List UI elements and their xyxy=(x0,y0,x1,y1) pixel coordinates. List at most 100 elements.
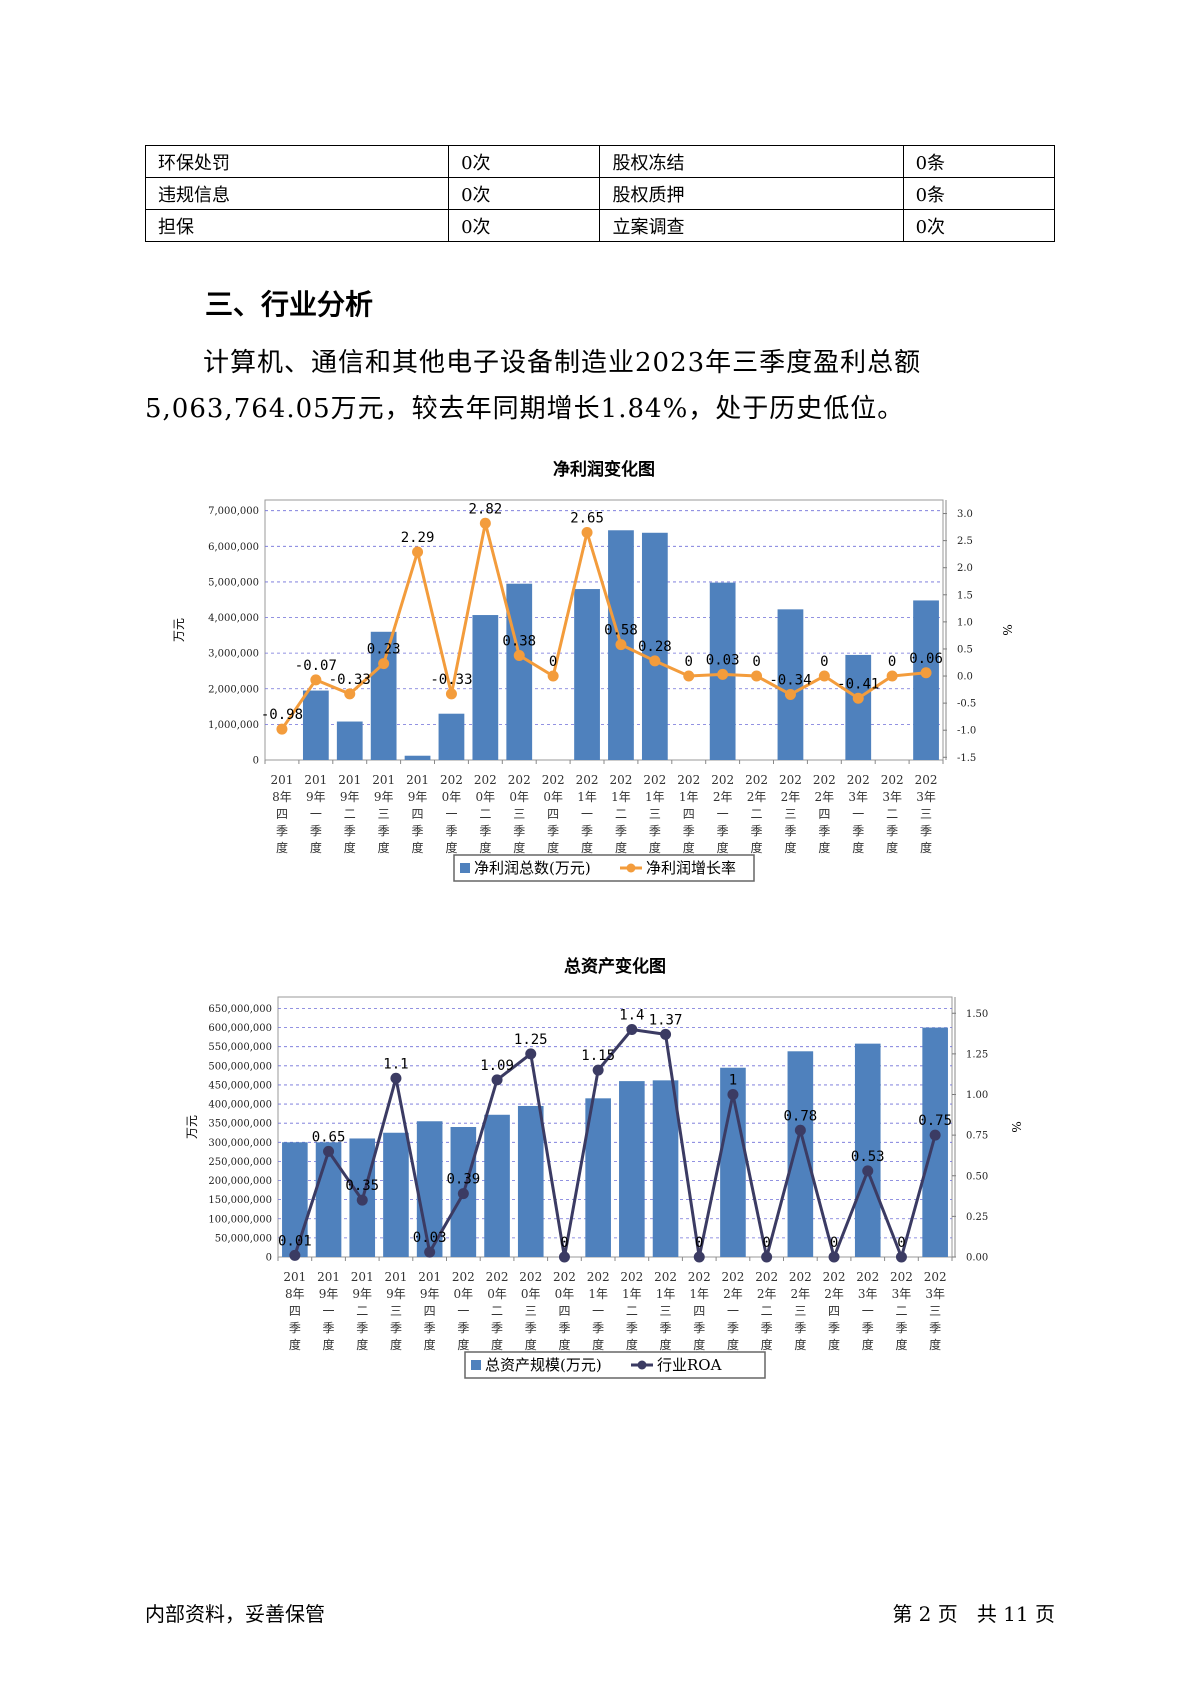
total-assets-chart-svg: 总资产变化图 0 50,000,000 100,000,000 150,000,000 2… xyxy=(185,956,1023,1379)
table-cell: 0次 xyxy=(448,209,601,242)
y-tick-label: 500,000,000 xyxy=(208,1061,272,1072)
y-tick-label: 2,000,000 xyxy=(208,684,259,695)
y2-axis-label: % xyxy=(1009,1121,1023,1132)
x-tick-label: 201 9年一季度 xyxy=(304,773,327,855)
series-point xyxy=(310,674,322,686)
bar xyxy=(913,600,939,760)
y-tick-label: 650,000,000 xyxy=(208,1004,272,1015)
y2-tick-label: 0.50 xyxy=(966,1171,988,1182)
x-tick-label: 202 1年三季度 xyxy=(654,1270,677,1352)
series-point xyxy=(344,688,356,700)
series-point xyxy=(761,1251,773,1263)
data-label: 0.06 xyxy=(909,651,943,667)
legend-line-marker xyxy=(626,863,636,873)
legend xyxy=(453,854,755,882)
series-point xyxy=(895,1251,907,1263)
x-tick-label: 202 0年三季度 xyxy=(508,773,531,855)
data-label: 0 xyxy=(888,654,896,670)
series-point xyxy=(412,546,424,558)
table-cell: 违规信息 xyxy=(144,177,450,210)
x-tick-label: 202 2年四季度 xyxy=(813,773,836,855)
data-label: -0.34 xyxy=(769,672,811,688)
chart-title: 总资产变化图 xyxy=(564,956,666,977)
x-tick-label: 201 9年三季度 xyxy=(372,773,395,855)
data-label: 0.03 xyxy=(706,652,740,668)
table-cell: 股权质押 xyxy=(599,177,904,210)
y2-axis-label: % xyxy=(1000,624,1014,635)
y2-tick-label: -0.5 xyxy=(957,699,976,710)
total-assets-chart: 总资产变化图 0 50,000,000 100,000,000 150,000,000 2… xyxy=(0,952,1191,1402)
y-tick-label: 550,000,000 xyxy=(208,1042,272,1053)
series-point xyxy=(727,1089,739,1100)
data-label: 0.28 xyxy=(638,639,672,655)
table-cell: 0次 xyxy=(448,145,601,178)
series-point xyxy=(693,1251,705,1263)
legend-line-marker xyxy=(637,1360,647,1370)
series-point xyxy=(424,1246,436,1258)
series-line xyxy=(280,522,927,730)
x-tick-label: 202 3年一季度 xyxy=(847,773,870,855)
legend-bar-swatch xyxy=(471,1360,481,1370)
series-point xyxy=(626,1024,638,1035)
y-axis-label: 万元 xyxy=(185,1115,199,1139)
y-tick-label: 150,000,000 xyxy=(208,1195,272,1206)
table-cell: 立案调查 xyxy=(599,209,904,242)
data-label: -0.33 xyxy=(430,672,472,688)
table-row: 环保处罚 0次 股权冻结 0条 xyxy=(144,145,1056,178)
bar xyxy=(282,1142,308,1257)
x-tick-label: 202 0年三季度 xyxy=(519,1270,542,1352)
x-tick-label: 202 1年三季度 xyxy=(643,773,666,855)
data-label: 0.53 xyxy=(851,1149,885,1165)
x-tick-label: 202 3年一季度 xyxy=(856,1270,879,1352)
y-tick-label: 350,000,000 xyxy=(208,1119,272,1130)
series-point xyxy=(886,670,898,682)
x-tick-label: 201 9年二季度 xyxy=(351,1270,374,1352)
series-point xyxy=(491,1074,503,1086)
data-label: 0.39 xyxy=(446,1172,480,1188)
x-tick-label: 202 1年一季度 xyxy=(587,1270,610,1352)
bar xyxy=(302,690,329,760)
x-tick-label: 202 1年二季度 xyxy=(609,773,632,855)
series-point xyxy=(356,1194,368,1206)
x-tick-label: 202 1年四季度 xyxy=(677,773,700,855)
data-label: 0 xyxy=(762,1235,770,1251)
series-line xyxy=(293,1027,937,1262)
x-tick-label: 202 2年三季度 xyxy=(789,1270,812,1352)
table-row: 担保 0次 立案调查 0次 xyxy=(144,209,1056,242)
x-tick-label: 202 2年四季度 xyxy=(823,1270,846,1352)
data-label: 0 xyxy=(752,654,760,670)
y2-tick-label: 2.5 xyxy=(957,536,973,547)
x-tick-label: 202 2年三季度 xyxy=(779,773,802,855)
series-point xyxy=(828,1251,840,1263)
x-tick-label: 202 0年四季度 xyxy=(542,773,565,855)
y2-tick-label: 0.00 xyxy=(966,1253,988,1264)
x-tick-label: 202 3年二季度 xyxy=(881,773,904,855)
legend-line-label: 行业ROA xyxy=(657,1356,722,1374)
y-tick-label: 4,000,000 xyxy=(208,613,259,624)
y2-tick-label: 0.25 xyxy=(966,1212,988,1223)
series-point xyxy=(751,670,763,682)
x-tick-label: 202 0年一季度 xyxy=(452,1270,475,1352)
series-point xyxy=(794,1124,806,1136)
x-tick-label: 201 9年三季度 xyxy=(384,1270,407,1352)
series-point xyxy=(289,1249,301,1261)
y2-tick-label: 1.00 xyxy=(966,1090,988,1101)
x-tick-label: 202 0年一季度 xyxy=(440,773,463,855)
table-cell: 股权冻结 xyxy=(599,145,904,178)
y2-tick-label: -1.5 xyxy=(957,753,976,764)
y2-tick-label: 1.50 xyxy=(966,1009,988,1020)
bar xyxy=(619,1081,645,1257)
data-label: 0 xyxy=(549,654,557,670)
y-tick-label: 7,000,000 xyxy=(208,506,259,517)
data-label: 0 xyxy=(897,1235,905,1251)
footer-page-number: 第 2 页 共 11 页 xyxy=(892,1602,1055,1626)
y-tick-label: 1,000,000 xyxy=(208,720,259,731)
data-label: 2.65 xyxy=(570,511,604,527)
y2-tick-label: 0.5 xyxy=(957,644,973,655)
y-tick-label: 400,000,000 xyxy=(208,1100,272,1111)
series-point xyxy=(457,1188,469,1200)
x-tick-label: 202 2年二季度 xyxy=(745,773,768,855)
table-cell: 0条 xyxy=(902,145,1056,178)
y-tick-label: 50,000,000 xyxy=(215,1233,272,1244)
y-tick-label: 300,000,000 xyxy=(208,1138,272,1149)
